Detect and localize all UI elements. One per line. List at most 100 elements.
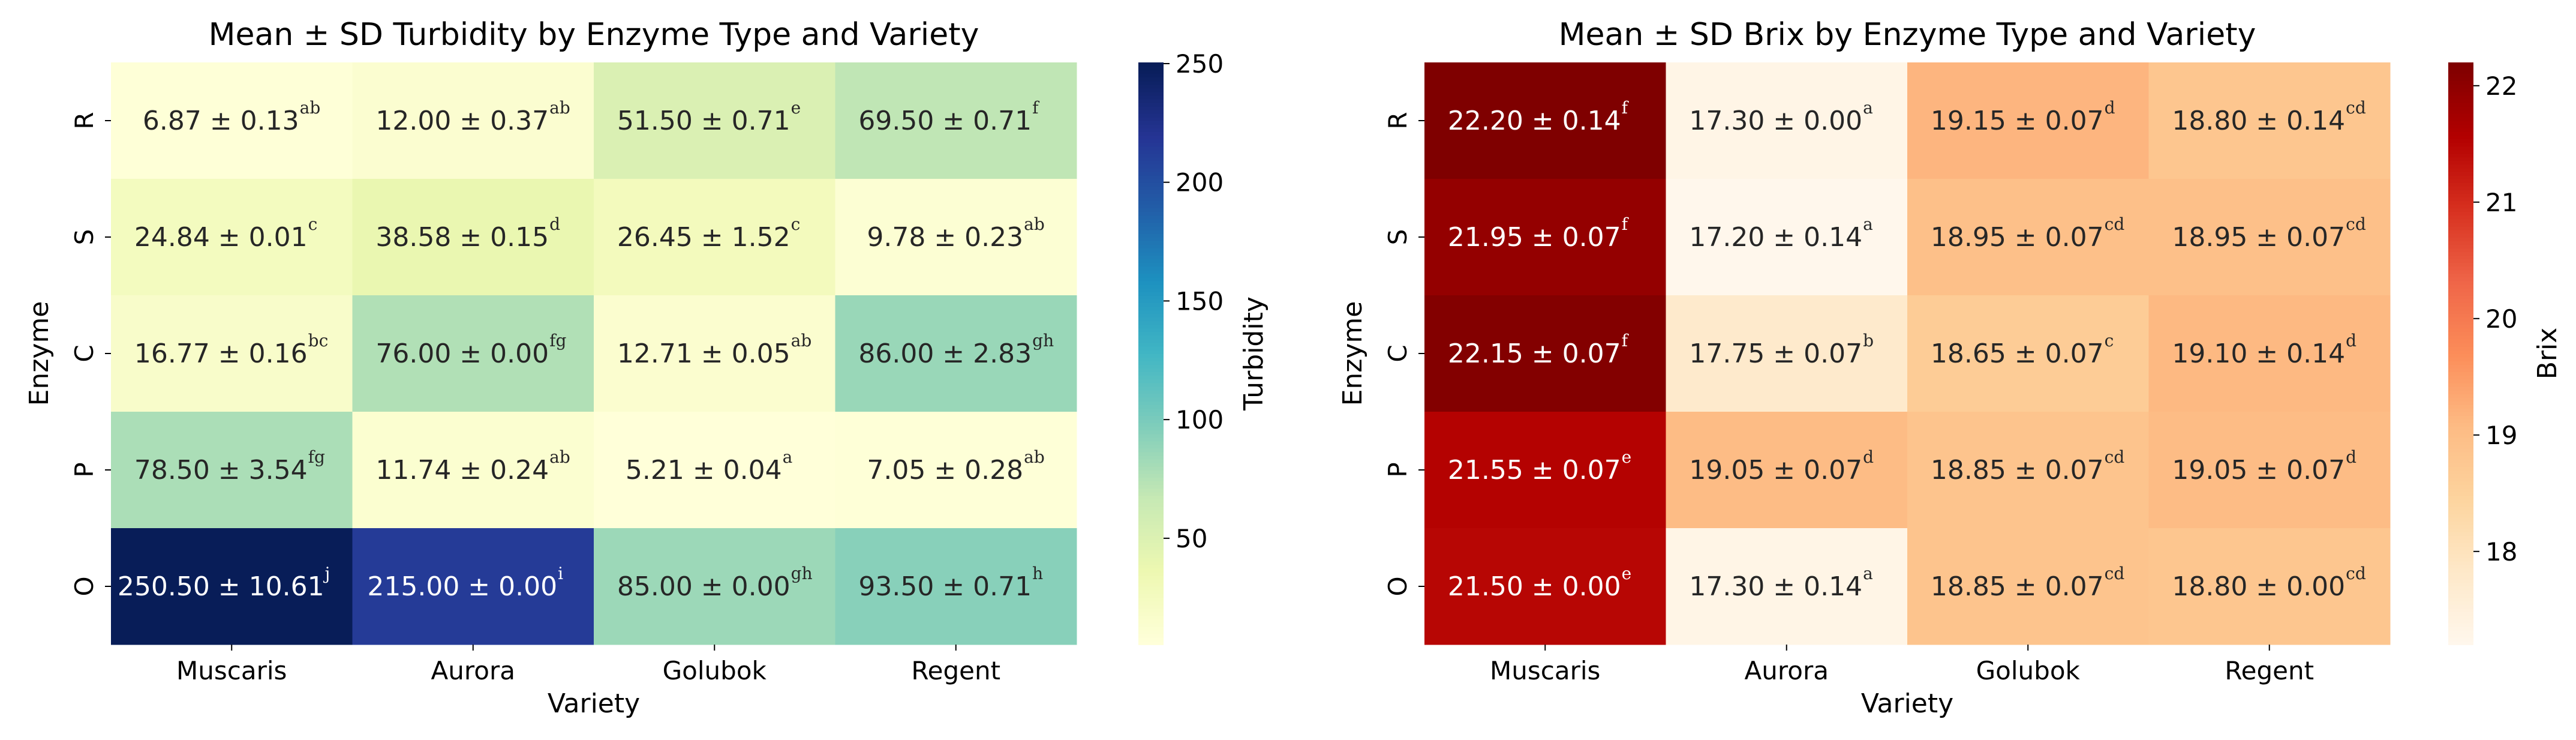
turbidity-colorbar-strip (1138, 317, 1164, 322)
turbidity-colorbar-strip (1138, 229, 1164, 234)
brix-colorbar-strip (2448, 149, 2473, 154)
brix-colorbar-strip (2448, 539, 2473, 544)
brix-significance-letter: cd (2346, 214, 2366, 234)
brix-cell-label: 19.05 ± 0.07 (1689, 455, 1862, 486)
brix-colorbar-strip (2448, 597, 2473, 602)
turbidity-colorbar-strip (1138, 280, 1164, 285)
brix-colorbar-strip (2448, 481, 2473, 486)
brix-colorbar-strip (2448, 280, 2473, 285)
turbidity-colorbar-strip (1138, 510, 1164, 514)
brix-colorbar-strip (2448, 164, 2473, 169)
brix-colorbar-strip (2448, 499, 2473, 504)
turbidity-colorbar-strip (1138, 200, 1164, 205)
turbidity-colorbar-strip (1138, 579, 1164, 583)
turbidity-colorbar-strip (1138, 430, 1164, 435)
turbidity-colorbar-strip (1138, 95, 1164, 100)
turbidity-significance-letter: fg (308, 447, 325, 467)
brix-colorbar-strip (2448, 204, 2473, 209)
brix-colorbar-strip (2448, 375, 2473, 380)
turbidity-colorbar-tick-label: 150 (1176, 286, 1224, 316)
brix-colorbar-strip (2448, 513, 2473, 518)
brix-cell-R-Regent (2148, 62, 2391, 179)
turbidity-colorbar-strip (1138, 237, 1164, 241)
turbidity-colorbar-strip (1138, 419, 1164, 423)
turbidity-colorbar-strip (1138, 124, 1164, 128)
brix-colorbar-strip (2448, 287, 2473, 292)
brix-y-axis-label: Enzyme (1337, 301, 1368, 406)
turbidity-colorbar-strip (1138, 320, 1164, 325)
turbidity-colorbar-strip (1138, 528, 1164, 532)
turbidity-colorbar-strip (1138, 590, 1164, 594)
turbidity-colorbar-strip (1138, 364, 1164, 369)
turbidity-cell-label: 11.74 ± 0.24 (375, 455, 549, 486)
turbidity-x-axis-label: Variety (548, 688, 640, 719)
brix-colorbar-strip (2448, 364, 2473, 369)
turbidity-colorbar-strip (1138, 179, 1164, 183)
brix-y-tick-label: P (1383, 462, 1412, 477)
turbidity-colorbar-strip (1138, 535, 1164, 540)
brix-cell-label: 21.55 ± 0.07 (1448, 455, 1621, 486)
turbidity-cell-label: 38.58 ± 0.15 (375, 222, 549, 253)
turbidity-cell-C-Regent (835, 295, 1077, 412)
turbidity-colorbar-strip (1138, 342, 1164, 347)
brix-colorbar-strip (2448, 637, 2473, 642)
brix-colorbar-strip (2448, 557, 2473, 562)
brix-significance-letter: b (1863, 331, 1874, 350)
turbidity-cell-O-Regent (835, 528, 1077, 645)
turbidity-x-tick-label: Muscaris (176, 656, 287, 685)
brix-cell-R-Golubok (1907, 62, 2149, 179)
brix-x-tick-label: Muscaris (1490, 656, 1600, 685)
brix-colorbar-strip (2448, 622, 2473, 627)
turbidity-colorbar-strip (1138, 222, 1164, 227)
turbidity-colorbar-strip (1138, 80, 1164, 85)
brix-colorbar-strip (2448, 160, 2473, 165)
turbidity-colorbar-strip (1138, 513, 1164, 518)
brix-colorbar-strip (2448, 586, 2473, 591)
turbidity-significance-letter: bc (308, 331, 329, 350)
turbidity-cell-label: 85.00 ± 0.00 (617, 571, 790, 602)
turbidity-colorbar-strip (1138, 88, 1164, 92)
brix-x-tick-label: Regent (2225, 656, 2314, 685)
turbidity-colorbar-strip (1138, 160, 1164, 165)
turbidity-colorbar-strip (1138, 546, 1164, 551)
turbidity-significance-letter: i (558, 564, 563, 583)
turbidity-colorbar-strip (1138, 241, 1164, 245)
brix-cell-C-Muscaris (1424, 295, 1666, 412)
turbidity-colorbar-strip (1138, 466, 1164, 471)
turbidity-significance-letter: h (1032, 564, 1043, 583)
brix-colorbar-strip (2448, 251, 2473, 256)
turbidity-cell-S-Regent (835, 179, 1077, 296)
turbidity-colorbar-strip (1138, 604, 1164, 609)
turbidity-colorbar-strip (1138, 291, 1164, 296)
brix-cell-label: 22.15 ± 0.07 (1448, 338, 1621, 369)
brix-colorbar-strip (2448, 517, 2473, 522)
brix-colorbar-strip (2448, 470, 2473, 474)
brix-colorbar-strip (2448, 310, 2473, 314)
brix-colorbar-strip (2448, 266, 2473, 271)
turbidity-colorbar-strip (1138, 277, 1164, 281)
brix-colorbar-strip (2448, 408, 2473, 412)
turbidity-x-tick-label: Golubok (663, 656, 767, 685)
brix-colorbar-strip (2448, 66, 2473, 70)
brix-colorbar-strip (2448, 564, 2473, 569)
brix-cell-O-Aurora (1666, 528, 1908, 645)
turbidity-colorbar-strip (1138, 372, 1164, 376)
turbidity-colorbar-strip (1138, 324, 1164, 329)
brix-colorbar-strip (2448, 109, 2473, 114)
brix-colorbar-strip (2448, 167, 2473, 172)
brix-x-axis-label: Variety (1861, 688, 1953, 719)
brix-colorbar-strip (2448, 412, 2473, 416)
turbidity-colorbar-strip (1138, 149, 1164, 154)
brix-colorbar-strip (2448, 284, 2473, 289)
brix-colorbar-strip (2448, 532, 2473, 536)
turbidity-significance-letter: ab (549, 98, 570, 118)
turbidity-significance-letter: gh (1032, 331, 1054, 350)
brix-cell-P-Golubok (1907, 412, 2149, 529)
turbidity-colorbar-strip (1138, 215, 1164, 220)
turbidity-colorbar-strip (1138, 251, 1164, 256)
brix-chart-title: Mean ± SD Brix by Enzyme Type and Variet… (1559, 17, 2256, 53)
turbidity-cell-label: 7.05 ± 0.28 (867, 455, 1023, 486)
turbidity-colorbar-strip (1138, 135, 1164, 140)
brix-colorbar-tick-label: 18 (2485, 537, 2517, 567)
